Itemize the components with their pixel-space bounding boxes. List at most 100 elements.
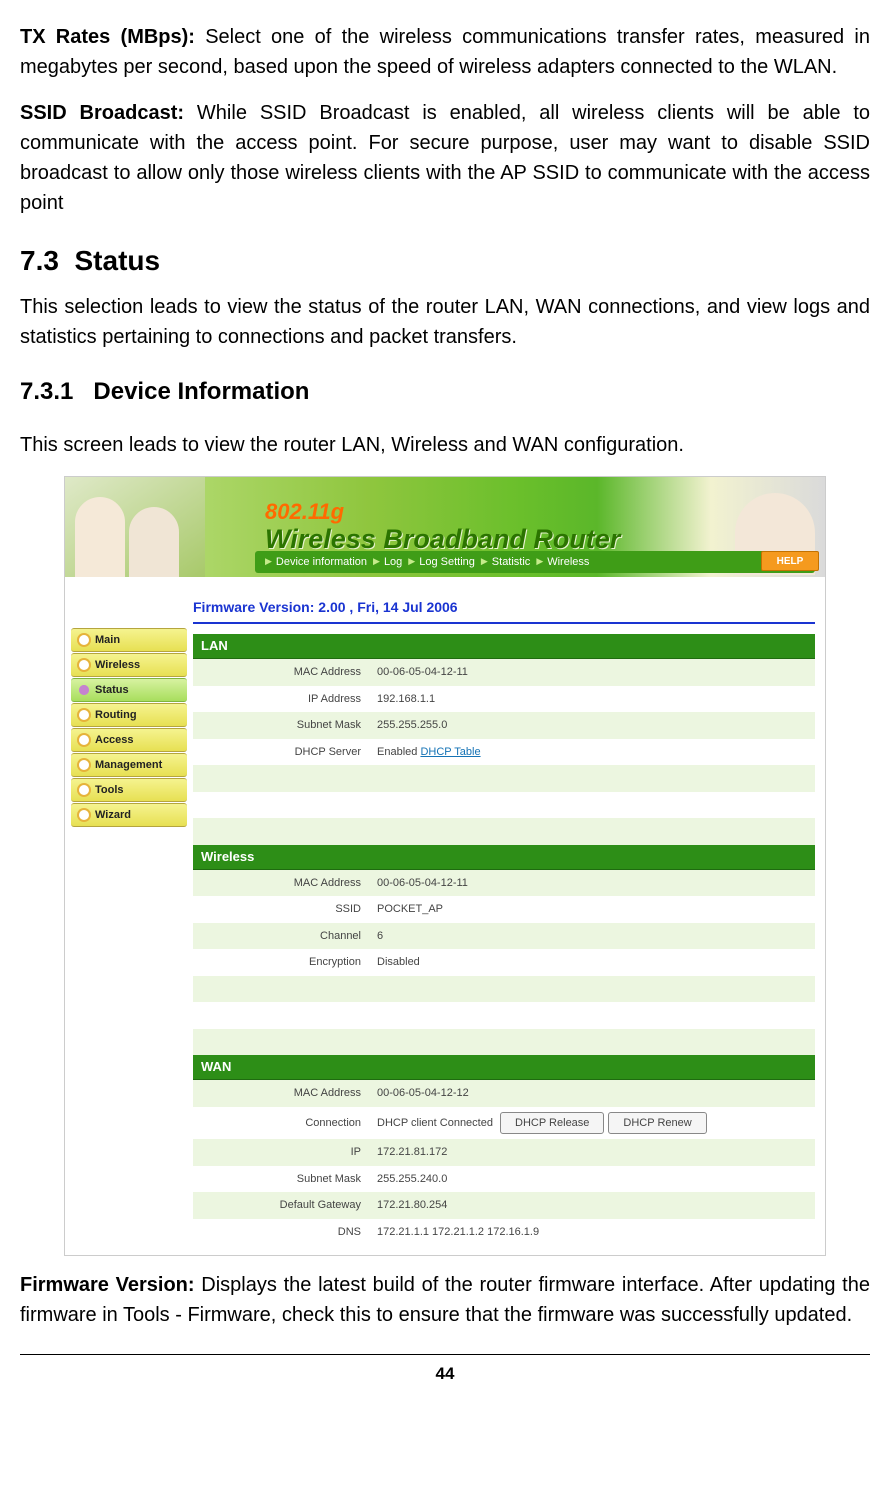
sidebar-item-label: Wizard: [95, 807, 131, 824]
router-screenshot: 802.11g Wireless Broadband Router ▶Devic…: [64, 476, 826, 1256]
row-label: MAC Address: [193, 870, 369, 897]
sidebar: Main Wireless Status Routing Access Managemen…: [65, 577, 193, 1255]
subsection-number: 7.3.1: [20, 378, 73, 405]
page-footer: 44: [20, 1354, 870, 1387]
row-value: 6: [369, 923, 815, 950]
triangle-icon: ▶: [373, 555, 380, 569]
row-label: Connection: [193, 1107, 369, 1140]
triangle-icon: ▶: [536, 555, 543, 569]
section-heading: 7.3 Status: [20, 240, 870, 282]
firmware-version-line: Firmware Version: 2.00 , Fri, 14 Jul 200…: [193, 597, 815, 624]
tab-log[interactable]: ▶Log: [373, 554, 402, 571]
triangle-icon: ▶: [481, 555, 488, 569]
spacer-row: [193, 818, 815, 845]
section-number: 7.3: [20, 245, 59, 276]
firmware-label: Firmware Version:: [193, 599, 314, 615]
table-row: ConnectionDHCP client Connected DHCP Rel…: [193, 1107, 815, 1140]
row-label: IP Address: [193, 686, 369, 713]
sidebar-item-wizard[interactable]: Wizard: [71, 803, 187, 827]
sidebar-item-label: Access: [95, 732, 134, 749]
firmware-value: 2.00 , Fri, 14 Jul 2006: [318, 599, 457, 615]
row-value: 255.255.255.0: [369, 712, 815, 739]
tx-rates-paragraph: TX Rates (MBps): Select one of the wirel…: [20, 22, 870, 82]
table-row: IP Address192.168.1.1: [193, 686, 815, 713]
dhcp-table-link[interactable]: DHCP Table: [420, 746, 480, 758]
tab-log-setting[interactable]: ▶Log Setting: [408, 554, 475, 571]
row-value: 255.255.240.0: [369, 1166, 815, 1193]
row-value: 192.168.1.1: [369, 686, 815, 713]
row-label: Default Gateway: [193, 1192, 369, 1219]
wan-header: WAN: [193, 1055, 815, 1080]
sidebar-item-status[interactable]: Status: [71, 678, 187, 702]
sidebar-item-wireless[interactable]: Wireless: [71, 653, 187, 677]
spacer-row: [193, 792, 815, 819]
row-label: DNS: [193, 1219, 369, 1246]
ssid-broadcast-paragraph: SSID Broadcast: While SSID Broadcast is …: [20, 98, 870, 218]
section-description: This selection leads to view the status …: [20, 292, 870, 352]
bullet-icon: [79, 710, 89, 720]
main-content: Main Wireless Status Routing Access Managemen…: [65, 577, 825, 1255]
person-illustration: [75, 497, 125, 577]
row-value: Enabled DHCP Table: [369, 739, 815, 766]
lan-table: MAC Address00-06-05-04-12-11 IP Address1…: [193, 659, 815, 845]
bullet-icon: [79, 685, 89, 695]
sidebar-item-label: Tools: [95, 782, 124, 799]
row-value: Disabled: [369, 949, 815, 976]
sidebar-item-label: Wireless: [95, 657, 140, 674]
table-row: DHCP ServerEnabled DHCP Table: [193, 739, 815, 766]
row-label: Encryption: [193, 949, 369, 976]
row-value: 00-06-05-04-12-11: [369, 659, 815, 686]
dhcp-renew-button[interactable]: DHCP Renew: [608, 1112, 706, 1135]
bullet-icon: [79, 660, 89, 670]
row-label: MAC Address: [193, 1080, 369, 1107]
page-number: 44: [436, 1364, 455, 1383]
sidebar-item-access[interactable]: Access: [71, 728, 187, 752]
sidebar-item-routing[interactable]: Routing: [71, 703, 187, 727]
dhcp-release-button[interactable]: DHCP Release: [500, 1112, 604, 1135]
firmware-version-paragraph: Firmware Version: Displays the latest bu…: [20, 1270, 870, 1330]
person-illustration: [129, 507, 179, 577]
tab-wireless[interactable]: ▶Wireless: [536, 554, 589, 571]
row-value: 00-06-05-04-12-12: [369, 1080, 815, 1107]
triangle-icon: ▶: [265, 555, 272, 569]
lan-header: LAN: [193, 634, 815, 659]
table-row: Channel6: [193, 923, 815, 950]
subsection-title: Device Information: [93, 378, 309, 405]
row-label: Subnet Mask: [193, 1166, 369, 1193]
table-row: Subnet Mask255.255.240.0: [193, 1166, 815, 1193]
table-row: MAC Address00-06-05-04-12-11: [193, 659, 815, 686]
subsection-description: This screen leads to view the router LAN…: [20, 430, 870, 460]
row-label: Subnet Mask: [193, 712, 369, 739]
bullet-icon: [79, 810, 89, 820]
bullet-icon: [79, 785, 89, 795]
table-row: Default Gateway172.21.80.254: [193, 1192, 815, 1219]
bullet-icon: [79, 735, 89, 745]
table-row: MAC Address00-06-05-04-12-11: [193, 870, 815, 897]
help-button[interactable]: HELP: [761, 551, 819, 571]
sidebar-item-tools[interactable]: Tools: [71, 778, 187, 802]
table-row: SSIDPOCKET_AP: [193, 896, 815, 923]
tx-rates-label: TX Rates (MBps):: [20, 26, 195, 48]
sidebar-item-label: Routing: [95, 707, 137, 724]
wireless-table: MAC Address00-06-05-04-12-11 SSIDPOCKET_…: [193, 870, 815, 1056]
wireless-header: Wireless: [193, 845, 815, 870]
sidebar-item-management[interactable]: Management: [71, 753, 187, 777]
bullet-icon: [79, 760, 89, 770]
top-tabbar: ▶Device information ▶Log ▶Log Setting ▶S…: [255, 551, 815, 573]
row-value: 172.21.1.1 172.21.1.2 172.16.1.9: [369, 1219, 815, 1246]
subsection-heading: 7.3.1 Device Information: [20, 374, 870, 410]
banner-people-left: [75, 487, 195, 577]
table-row: EncryptionDisabled: [193, 949, 815, 976]
table-row: DNS172.21.1.1 172.21.1.2 172.16.1.9: [193, 1219, 815, 1246]
sidebar-item-main[interactable]: Main: [71, 628, 187, 652]
spacer-row: [193, 765, 815, 792]
row-value: 00-06-05-04-12-11: [369, 870, 815, 897]
tab-statistic[interactable]: ▶Statistic: [481, 554, 530, 571]
sidebar-item-label: Main: [95, 632, 120, 649]
row-label: IP: [193, 1139, 369, 1166]
row-value: 172.21.81.172: [369, 1139, 815, 1166]
tab-device-information[interactable]: ▶Device information: [265, 554, 367, 571]
table-row: MAC Address00-06-05-04-12-12: [193, 1080, 815, 1107]
table-row: Subnet Mask255.255.255.0: [193, 712, 815, 739]
bullet-icon: [79, 635, 89, 645]
